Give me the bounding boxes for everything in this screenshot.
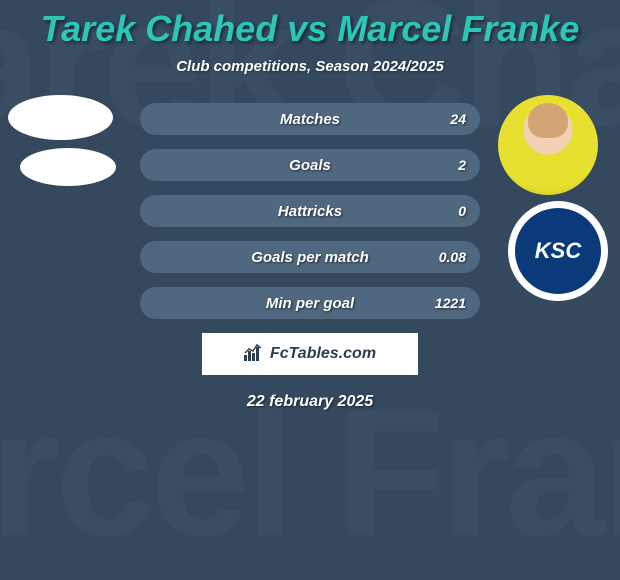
stat-label: Min per goal (266, 295, 354, 312)
stat-row: Goals per match 0.08 (140, 241, 480, 273)
stat-label: Hattricks (278, 203, 342, 220)
stat-row: Min per goal 1221 (140, 287, 480, 319)
player2-photo (498, 95, 598, 195)
branding-box: FcTables.com (202, 333, 418, 375)
stat-row: Matches 24 (140, 103, 480, 135)
date-label: 22 february 2025 (0, 393, 620, 411)
stat-row: Goals 2 (140, 149, 480, 181)
stat-label: Goals per match (251, 249, 369, 266)
right-player-avatars: KSC (498, 95, 608, 301)
chart-icon (244, 343, 264, 366)
comparison-content: KSC Matches 24 Goals 2 Hattricks 0 Goals per m… (0, 103, 620, 411)
stat-value-right: 24 (450, 111, 466, 127)
player2-club-badge: KSC (508, 201, 608, 301)
player1-avatar-placeholder-1 (8, 95, 113, 140)
stat-label: Goals (289, 157, 331, 174)
player1-avatar-placeholder-2 (20, 148, 116, 186)
subtitle: Club competitions, Season 2024/2025 (0, 58, 620, 75)
stat-value-right: 0 (458, 203, 466, 219)
stat-value-right: 1221 (435, 295, 466, 311)
branding-text: FcTables.com (270, 345, 376, 363)
left-player-avatars (8, 95, 116, 194)
stat-row: Hattricks 0 (140, 195, 480, 227)
page-title: Tarek Chahed vs Marcel Franke (0, 0, 620, 50)
stat-value-right: 0.08 (439, 249, 466, 265)
club-badge-text: KSC (515, 208, 601, 294)
stat-value-right: 2 (458, 157, 466, 173)
stats-list: Matches 24 Goals 2 Hattricks 0 Goals per match… (140, 103, 480, 319)
stat-label: Matches (280, 111, 340, 128)
